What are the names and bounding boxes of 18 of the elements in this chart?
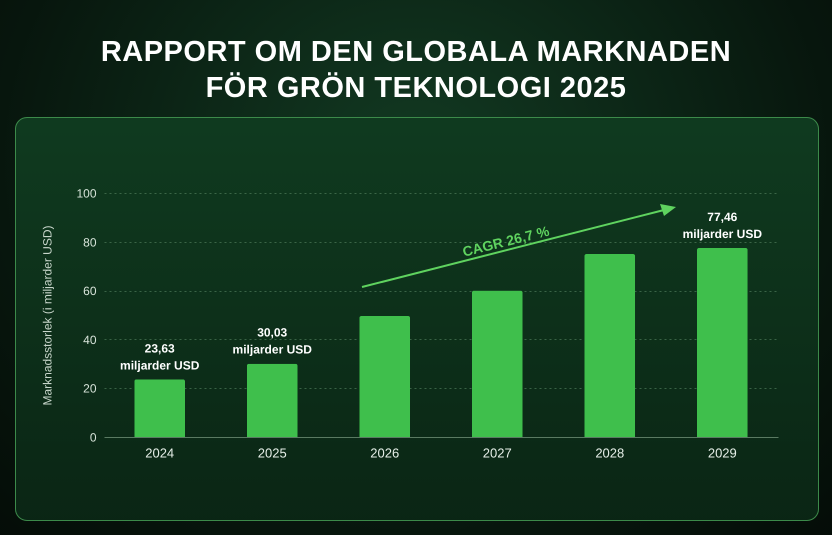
data-label: 77,46 miljarder USD	[682, 210, 762, 241]
y-tick-label: 40	[83, 332, 97, 347]
x-tick-label: 2026	[370, 446, 400, 460]
annotation: CAGR 26,7 %	[460, 222, 552, 260]
y-tick-label: 60	[83, 284, 97, 298]
x-tick-label: 2028	[595, 446, 624, 460]
y-tick-label: 80	[83, 235, 97, 250]
y-tick-label: 0	[90, 430, 97, 444]
x-tick-label: 2029	[708, 446, 737, 460]
x-tick-label: 2024	[145, 446, 174, 460]
y-tick-label: 20	[83, 382, 97, 396]
x-tick-label: 2025	[258, 446, 287, 460]
data-label: 30,03 miljarder USD	[232, 326, 312, 357]
x-tick-label: 2027	[482, 446, 512, 460]
y-tick-label: 100	[76, 186, 97, 200]
data-label: 23,63 miljarder USD	[120, 341, 200, 372]
chart-title: RAPPORT OM DEN GLOBALA MARKNADEN FÖR GRÖN TEKNOLOGI 2025	[100, 35, 732, 106]
y-axis-title: Marknadsstorlek (i miljarder USD)	[40, 225, 54, 406]
